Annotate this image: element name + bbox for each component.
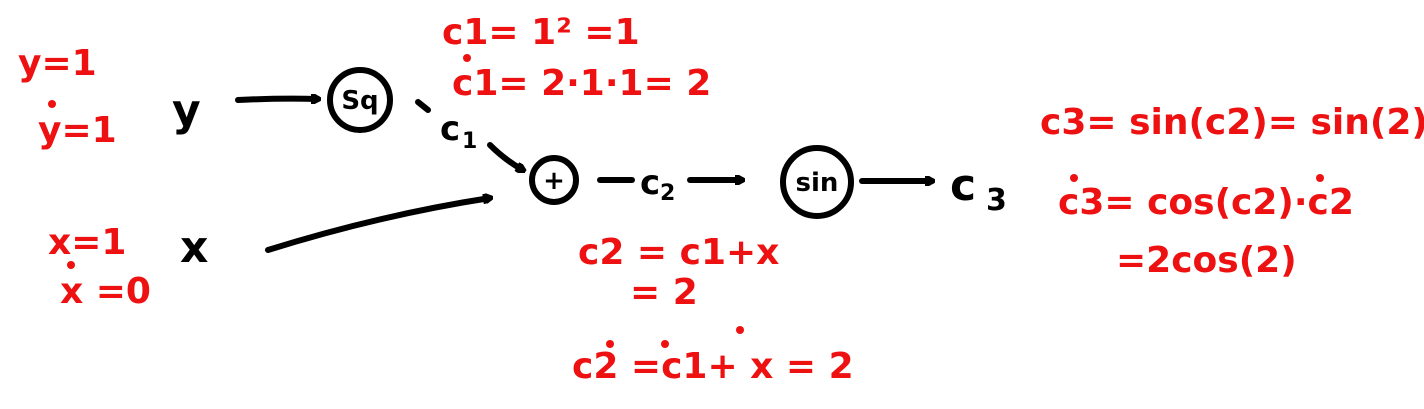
node-add-label: + (543, 166, 565, 196)
c1-value: c1= 1² =1 (442, 12, 640, 53)
x-tangent: x =0 (60, 271, 151, 312)
node-add: + (529, 155, 579, 205)
y-value: y=1 (18, 43, 97, 84)
x-tangent-dot-2 (736, 326, 744, 334)
c2-value-line1: c2 = c1+x (578, 232, 779, 273)
c2-tangent-dot-3 (1316, 174, 1324, 182)
intermediate-c2: c 2 (640, 163, 675, 206)
edge-c1-to-add (487, 142, 523, 173)
c1-sub: 1 (462, 129, 477, 154)
c3-tangent-line2: =2cos(2) (1116, 240, 1297, 281)
node-sq-label: Sq (341, 86, 378, 116)
c2-base: c (640, 163, 660, 203)
c2-tangent-dot (606, 340, 614, 348)
c1-base: c (440, 109, 460, 149)
y-tangent: y=1 (38, 110, 117, 151)
c1-tangent: c1= 2·1·1= 2 (452, 63, 711, 104)
intermediate-c3: c 3 (950, 160, 1007, 218)
c1-tangent-dot (463, 54, 471, 62)
c3-base: c (950, 160, 976, 211)
x-tangent-dot (67, 261, 75, 269)
c3-value: c3= sin(c2)= sin(2) (1040, 102, 1424, 143)
c2-sub: 2 (660, 181, 675, 206)
c2-tangent: c2 =c1+ x = 2 (572, 346, 854, 387)
intermediate-c1: c 1 (440, 109, 477, 154)
y-tangent-dot (48, 100, 56, 108)
input-x-label: x (180, 222, 208, 273)
input-y-label: y (172, 85, 201, 136)
x-value: x=1 (48, 222, 126, 263)
c3-tangent-dot (1070, 174, 1078, 182)
c2-value-line2: = 2 (630, 272, 698, 313)
c3-tangent-line1: c3= cos(c2)·c2 (1058, 182, 1354, 223)
edge-sq-to-c1 (415, 99, 431, 113)
c1-tangent-dot-2 (661, 340, 669, 348)
edge-y-to-sq (235, 99, 318, 100)
node-sin-label: sin (796, 168, 839, 198)
edge-x-to-add (265, 198, 490, 253)
node-sin: sin (780, 145, 854, 219)
node-sq: Sq (327, 67, 393, 133)
c3-sub: 3 (986, 183, 1007, 218)
